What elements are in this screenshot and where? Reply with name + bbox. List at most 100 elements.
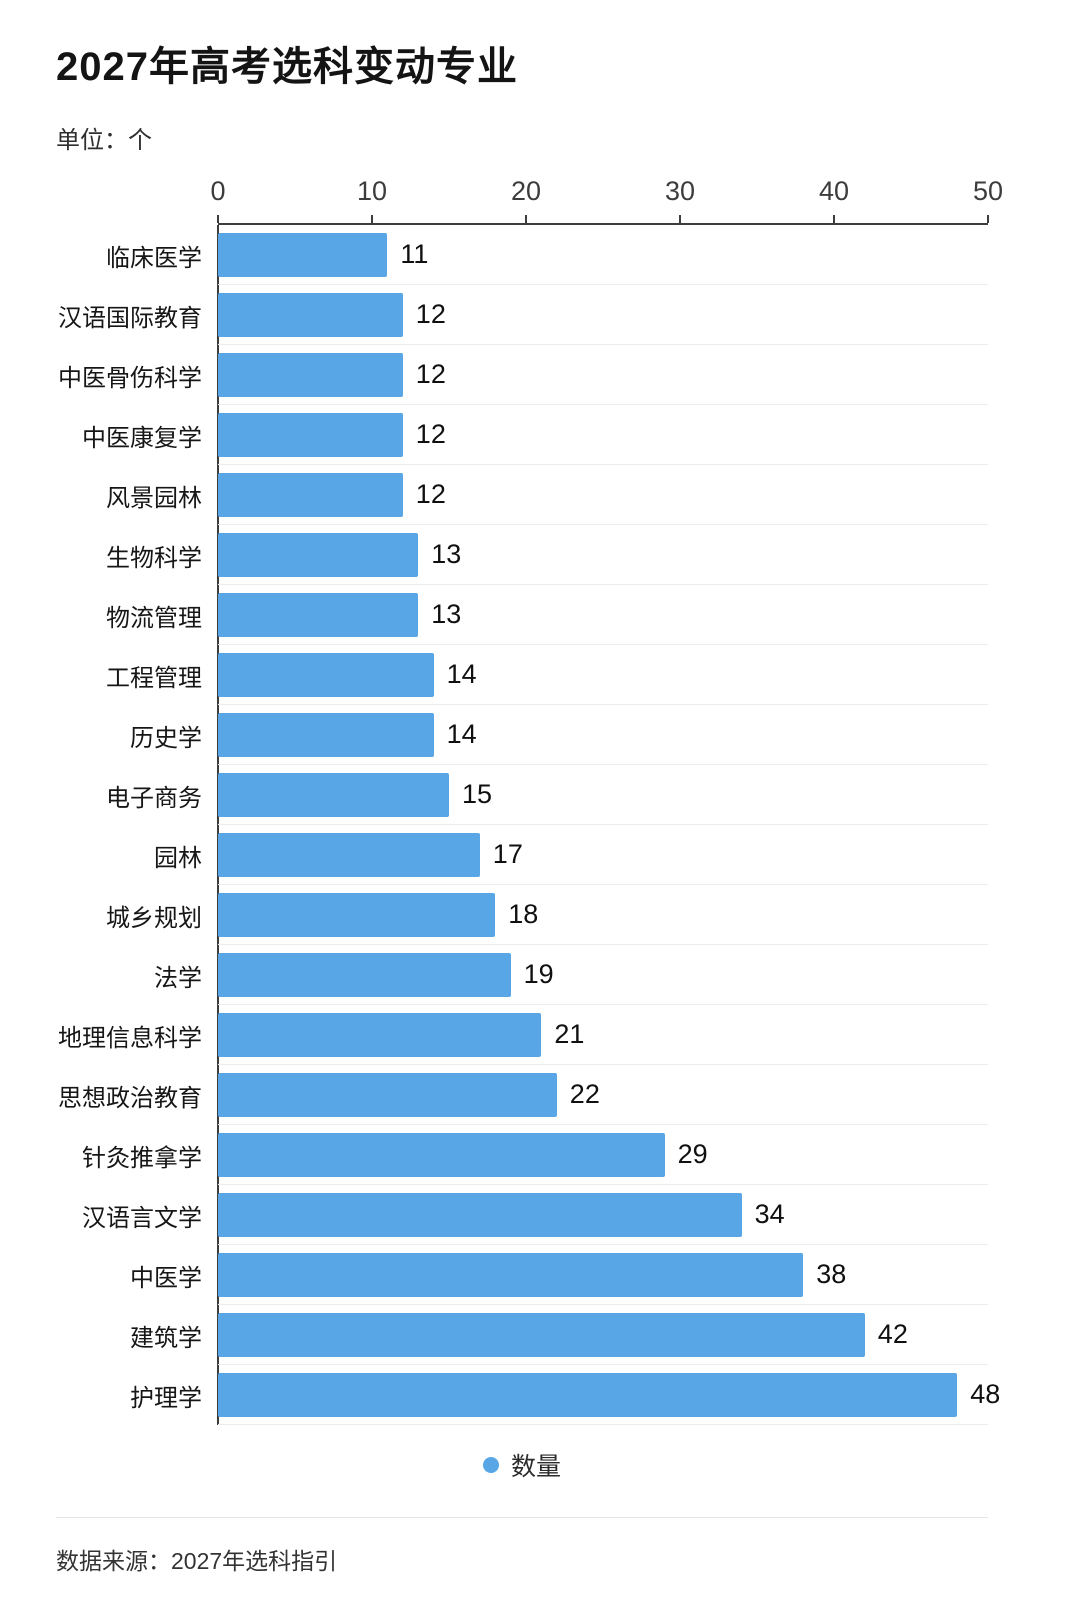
category-label: 生物科学 — [106, 544, 202, 572]
bar-row: 汉语国际教育 12 — [56, 285, 988, 345]
value-label: 22 — [569, 1079, 600, 1109]
bar-row: 针灸推拿学 29 — [56, 1125, 988, 1185]
value-label: 19 — [523, 959, 554, 989]
x-tick-label: 10 — [356, 176, 388, 206]
bar — [218, 712, 434, 757]
bar — [218, 232, 388, 277]
bar-row: 中医骨伤科学 12 — [56, 345, 988, 405]
x-tick-mark — [833, 215, 835, 223]
y-axis-line — [217, 225, 219, 1425]
category-label: 中医康复学 — [82, 424, 202, 452]
bar-track: 42 — [218, 1305, 988, 1365]
value-label: 38 — [816, 1259, 847, 1289]
x-tick-mark — [371, 215, 373, 223]
bar-row: 工程管理 14 — [56, 645, 988, 705]
bar-track: 21 — [218, 1005, 988, 1065]
axis-spacer — [56, 171, 218, 225]
value-label: 12 — [415, 359, 446, 389]
bar-track: 48 — [218, 1365, 1000, 1425]
value-label: 12 — [415, 419, 446, 449]
bar-track: 13 — [218, 585, 988, 645]
bar-track: 12 — [218, 405, 988, 465]
bar — [218, 832, 480, 877]
x-tick-mark — [217, 215, 219, 223]
value-label: 14 — [446, 719, 477, 749]
bar-track: 29 — [218, 1125, 988, 1185]
bar — [218, 1012, 542, 1057]
bar — [218, 292, 403, 337]
value-label: 12 — [415, 299, 446, 329]
category-label: 法学 — [154, 964, 202, 992]
bar-track: 38 — [218, 1245, 988, 1305]
x-tick-label: 30 — [664, 176, 696, 206]
bar-track: 17 — [218, 825, 988, 885]
bar — [218, 412, 403, 457]
category-label: 临床医学 — [106, 244, 202, 272]
bar-row: 思想政治教育 22 — [56, 1065, 988, 1125]
value-label: 48 — [970, 1379, 1001, 1409]
x-tick-mark — [987, 215, 989, 223]
footer: 数据来源：2027年选科指引 — [56, 1517, 988, 1576]
bar-track: 15 — [218, 765, 988, 825]
bar — [218, 1312, 865, 1357]
source-note: 数据来源：2027年选科指引 — [56, 1548, 338, 1574]
bar — [218, 1072, 557, 1117]
bar-row: 法学 19 — [56, 945, 988, 1005]
bar — [218, 652, 434, 697]
value-label: 11 — [400, 239, 429, 269]
bar-track: 12 — [218, 285, 988, 345]
value-label: 13 — [431, 539, 462, 569]
bar-track: 11 — [218, 225, 988, 285]
page-title: 2027年高考选科变动专业 — [56, 45, 518, 89]
bar-row: 地理信息科学 21 — [56, 1005, 988, 1065]
bar-row: 风景园林 12 — [56, 465, 988, 525]
bar — [218, 1192, 742, 1237]
rows: 临床医学 11 汉语国际教育 12 中医骨伤科学 12 中医康复学 12 风景园林 12 生物科学 1… — [56, 225, 1000, 1425]
category-label: 电子商务 — [106, 784, 202, 812]
bar-track: 14 — [218, 705, 988, 765]
category-label: 中医骨伤科学 — [58, 364, 202, 392]
category-label: 园林 — [154, 844, 202, 872]
bar-row: 建筑学 42 — [56, 1305, 988, 1365]
bar — [218, 352, 403, 397]
bar-track: 34 — [218, 1185, 988, 1245]
bar-row: 城乡规划 18 — [56, 885, 988, 945]
bar-track: 18 — [218, 885, 988, 945]
bar — [218, 1132, 665, 1177]
value-label: 15 — [462, 779, 493, 809]
bar-track: 13 — [218, 525, 988, 585]
bar — [218, 1252, 804, 1297]
bar — [218, 532, 419, 577]
bar-row: 电子商务 15 — [56, 765, 988, 825]
bar-row: 物流管理 13 — [56, 585, 988, 645]
bar — [218, 772, 449, 817]
bar-track: 19 — [218, 945, 988, 1005]
bar-row: 中医康复学 12 — [56, 405, 988, 465]
bar-track: 12 — [218, 345, 988, 405]
value-label: 17 — [492, 839, 523, 869]
bar — [218, 592, 419, 637]
bar-row: 临床医学 11 — [56, 225, 988, 285]
bar — [218, 472, 403, 517]
category-label: 风景园林 — [106, 484, 202, 512]
category-label: 建筑学 — [130, 1324, 202, 1352]
bar-track: 22 — [218, 1065, 988, 1125]
legend: 数量 — [56, 1447, 988, 1483]
x-tick-label: 20 — [510, 176, 542, 206]
category-label: 护理学 — [130, 1384, 202, 1412]
bar-row: 汉语言文学 34 — [56, 1185, 988, 1245]
category-label: 工程管理 — [106, 664, 202, 692]
legend-dot-icon — [482, 1457, 499, 1473]
legend-label: 数量 — [510, 1453, 561, 1481]
value-label: 18 — [508, 899, 539, 929]
value-label: 34 — [754, 1199, 785, 1229]
bar — [218, 892, 496, 937]
bar-row: 历史学 14 — [56, 705, 988, 765]
bar-row: 护理学 48 — [56, 1365, 1000, 1425]
category-label: 汉语国际教育 — [58, 304, 202, 332]
value-label: 29 — [677, 1139, 708, 1169]
bar-row: 中医学 38 — [56, 1245, 988, 1305]
value-label: 14 — [446, 659, 477, 689]
category-label: 地理信息科学 — [58, 1024, 202, 1052]
